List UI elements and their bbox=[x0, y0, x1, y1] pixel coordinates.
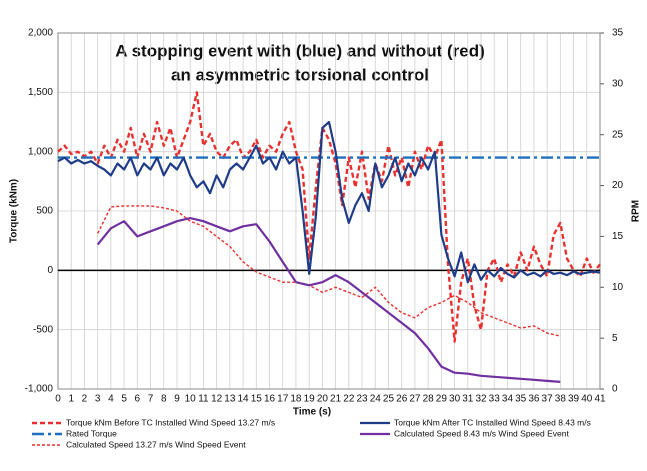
x-tick-label: 19 bbox=[304, 394, 316, 405]
legend-label: Calculated Speed 8.43 m/s Wind Speed Eve… bbox=[394, 428, 569, 438]
x-tick-label: 8 bbox=[161, 394, 167, 405]
y2-tick-label: 10 bbox=[612, 282, 624, 293]
x-tick-label: 35 bbox=[515, 394, 527, 405]
y2-tick-label: 15 bbox=[612, 231, 624, 242]
y2-axis-label: RPM bbox=[631, 200, 642, 222]
x-tick-label: 37 bbox=[542, 394, 554, 405]
x-tick-label: 4 bbox=[108, 394, 114, 405]
x-tick-label: 25 bbox=[383, 394, 395, 405]
chart-title: A stopping event with (blue) and without… bbox=[115, 41, 485, 60]
x-tick-label: 31 bbox=[462, 394, 474, 405]
y2-tick-label: 20 bbox=[612, 180, 624, 191]
y2-tick-label: 25 bbox=[612, 129, 624, 140]
plot-frame bbox=[57, 32, 601, 390]
x-tick-label: 18 bbox=[290, 394, 302, 405]
x-tick-label: 17 bbox=[277, 394, 289, 405]
y-tick-label: 1,000 bbox=[28, 146, 53, 157]
legend-label: Rated Torque bbox=[66, 428, 117, 438]
chart-title: an asymmetric torsional control bbox=[171, 65, 429, 84]
x-tick-label: 12 bbox=[211, 394, 223, 405]
y2-tick-label: 5 bbox=[612, 333, 618, 344]
y-tick-label: 500 bbox=[36, 206, 53, 217]
x-tick-label: 40 bbox=[581, 394, 593, 405]
y-tick-label: 1,500 bbox=[28, 87, 53, 98]
y-tick-label: -500 bbox=[33, 324, 53, 335]
x-tick-label: 13 bbox=[224, 394, 236, 405]
x-tick-label: 5 bbox=[121, 394, 127, 405]
x-tick-label: 9 bbox=[174, 394, 180, 405]
x-tick-label: 22 bbox=[343, 394, 355, 405]
x-tick-label: 10 bbox=[185, 394, 197, 405]
x-tick-label: 7 bbox=[148, 394, 154, 405]
x-tick-label: 20 bbox=[317, 394, 329, 405]
x-tick-label: 3 bbox=[95, 394, 101, 405]
x-axis-label: Time (s) bbox=[293, 407, 331, 418]
y-tick-label: 2,000 bbox=[28, 28, 53, 39]
y-tick-label: -1,000 bbox=[25, 384, 54, 395]
x-tick-label: 32 bbox=[475, 394, 487, 405]
x-tick-label: 27 bbox=[409, 394, 421, 405]
y-tick-label: 0 bbox=[47, 265, 53, 276]
x-tick-label: 26 bbox=[396, 394, 408, 405]
x-tick-label: 39 bbox=[568, 394, 580, 405]
y-axis-label: Torque (kNm) bbox=[9, 179, 20, 243]
x-tick-label: 15 bbox=[251, 394, 263, 405]
x-tick-label: 36 bbox=[528, 394, 540, 405]
series-line bbox=[97, 205, 561, 337]
x-tick-label: 29 bbox=[436, 394, 448, 405]
x-tick-label: 38 bbox=[555, 394, 567, 405]
x-tick-label: 24 bbox=[370, 394, 382, 405]
x-tick-label: 6 bbox=[135, 394, 141, 405]
legend-label: Calculated Speed 13.27 m/s Wind Speed Ev… bbox=[66, 439, 246, 449]
x-tick-label: 21 bbox=[330, 394, 342, 405]
series-line bbox=[96, 217, 561, 383]
x-tick-label: 30 bbox=[449, 394, 461, 405]
x-tick-label: 14 bbox=[238, 394, 250, 405]
x-tick-label: 1 bbox=[68, 394, 74, 405]
x-tick-label: 23 bbox=[356, 394, 368, 405]
y2-tick-label: 30 bbox=[612, 78, 624, 89]
x-tick-label: 41 bbox=[594, 394, 606, 405]
x-tick-label: 16 bbox=[264, 394, 276, 405]
x-tick-label: 28 bbox=[423, 394, 435, 405]
x-tick-label: 2 bbox=[82, 394, 88, 405]
x-tick-label: 0 bbox=[55, 394, 61, 405]
x-tick-label: 11 bbox=[198, 394, 209, 405]
x-tick-label: 33 bbox=[489, 394, 501, 405]
x-tick-label: 34 bbox=[502, 394, 514, 405]
y2-tick-label: 35 bbox=[612, 28, 624, 39]
y2-tick-label: 0 bbox=[612, 384, 618, 395]
legend-label: Torque kNm Before TC Installed Wind Spee… bbox=[66, 417, 275, 427]
series-line bbox=[57, 120, 601, 284]
legend-label: Torque kNm After TC Installed Wind Speed… bbox=[394, 417, 591, 427]
